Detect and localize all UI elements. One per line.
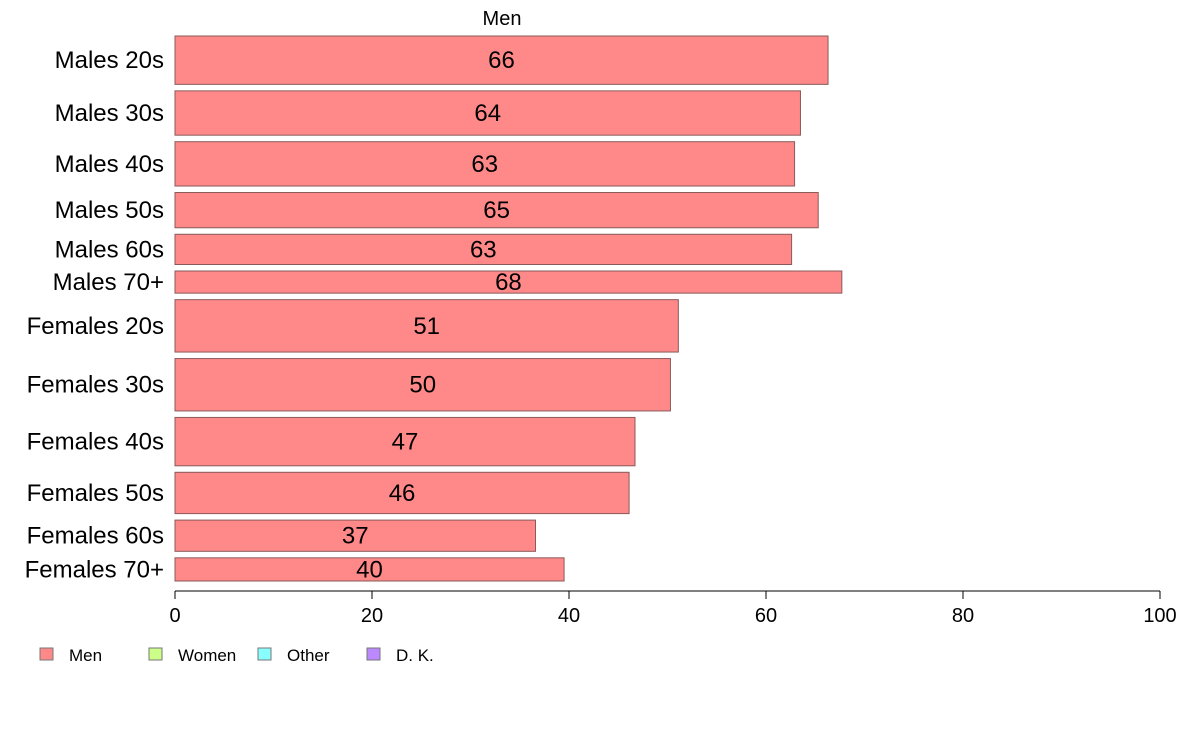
data-label: 51 — [413, 313, 440, 340]
x-tick-label: 40 — [558, 605, 580, 627]
category-label: Males 40s — [55, 151, 164, 178]
data-label: 50 — [409, 372, 436, 399]
bar — [174, 192, 819, 229]
data-label: 37 — [342, 523, 369, 550]
bars-group: Males 20s 66 Males 30s 64 Males 40s 63 Males 5… — [25, 35, 843, 583]
bar — [174, 270, 843, 294]
bar — [174, 358, 671, 412]
x-axis: 0 20 40 60 80 100 — [169, 590, 1177, 627]
data-label: 68 — [495, 269, 522, 296]
category-label: Males 20s — [55, 47, 164, 74]
x-tick-label: 20 — [361, 605, 383, 627]
category-label: Females 40s — [27, 429, 164, 456]
data-label: 64 — [474, 100, 501, 127]
x-tick-label: 60 — [755, 605, 777, 627]
category-label: Females 50s — [27, 480, 164, 507]
category-label: Males 50s — [55, 197, 164, 224]
data-label: 63 — [471, 151, 498, 178]
bar — [174, 299, 679, 353]
chart-title: Men — [483, 8, 522, 30]
bar — [174, 416, 636, 467]
data-label: 47 — [392, 429, 419, 456]
data-label: 46 — [389, 480, 416, 507]
bar — [174, 233, 793, 265]
legend-swatch — [257, 647, 272, 661]
x-tick-label: 100 — [1143, 605, 1176, 627]
legend-swatch — [148, 647, 163, 661]
category-label: Females 30s — [27, 372, 164, 399]
legend: Men Women Other D. K. — [39, 646, 434, 665]
legend-swatch — [39, 647, 54, 661]
bar — [174, 90, 801, 136]
bar — [174, 557, 565, 582]
legend-label: Other — [287, 646, 330, 665]
category-label: Males 60s — [55, 236, 164, 263]
category-label: Males 70+ — [53, 269, 164, 296]
x-tick-label: 80 — [952, 605, 974, 627]
x-tick-label: 0 — [169, 605, 180, 627]
bar — [174, 35, 829, 85]
category-label: Females 70+ — [25, 556, 164, 583]
data-label: 63 — [470, 236, 497, 263]
data-label: 40 — [356, 556, 383, 583]
legend-swatch — [366, 647, 381, 661]
bar — [174, 141, 796, 187]
category-label: Females 20s — [27, 313, 164, 340]
bar — [174, 519, 537, 552]
category-label: Males 30s — [55, 100, 164, 127]
data-label: 65 — [483, 197, 510, 224]
category-label: Females 60s — [27, 523, 164, 550]
legend-label: D. K. — [396, 646, 434, 665]
data-label: 66 — [488, 47, 515, 74]
bar — [174, 471, 630, 515]
legend-label: Women — [178, 646, 236, 665]
legend-label: Men — [69, 646, 102, 665]
